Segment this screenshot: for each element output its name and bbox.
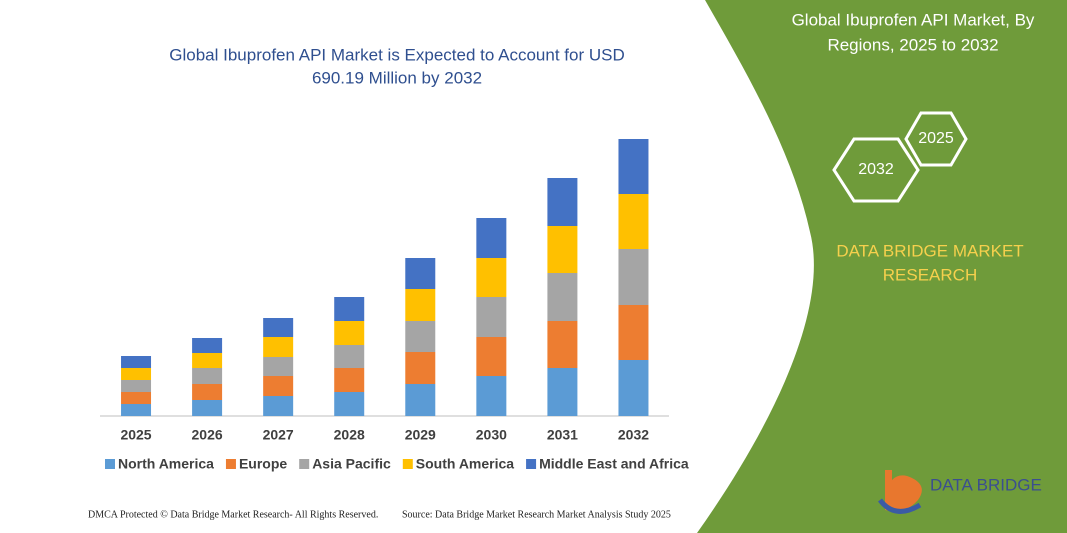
legend-swatch bbox=[105, 459, 115, 469]
legend-swatch bbox=[225, 459, 236, 469]
bar-segment bbox=[618, 305, 649, 360]
legend-swatch bbox=[299, 459, 310, 469]
hexagon bbox=[832, 137, 920, 203]
bar-segment bbox=[192, 338, 223, 353]
x-tick-label: 2027 bbox=[263, 427, 294, 443]
panel-title: Regions, 2025 to 2032 bbox=[827, 35, 998, 54]
bar-segment bbox=[476, 297, 507, 337]
bar-segment bbox=[263, 396, 294, 416]
bar-segment bbox=[192, 384, 223, 400]
bar-segment bbox=[476, 337, 507, 376]
bar-segment bbox=[121, 356, 152, 368]
bar-segment bbox=[618, 360, 649, 416]
hexagon bbox=[904, 111, 968, 167]
bar-segment bbox=[263, 318, 294, 337]
chart-title: 690.19 Million by 2032 bbox=[312, 68, 482, 87]
bar-segment bbox=[334, 321, 365, 345]
bar-segment bbox=[121, 368, 152, 380]
x-tick-label: 2026 bbox=[192, 427, 223, 443]
bar-segment bbox=[192, 400, 223, 416]
bar-segment bbox=[334, 368, 365, 392]
bar-segment bbox=[405, 258, 436, 289]
legend-label: Europe bbox=[239, 456, 287, 472]
green-panel bbox=[697, 0, 1067, 533]
bar-segment bbox=[547, 178, 578, 226]
bar-segment bbox=[263, 376, 294, 396]
bar-segment bbox=[405, 289, 436, 321]
x-tick-label: 2025 bbox=[120, 427, 151, 443]
bar-segment bbox=[263, 337, 294, 357]
bar-segment bbox=[547, 273, 578, 321]
brand-text: DATA BRIDGE MARKET bbox=[836, 241, 1023, 260]
logo-text: DATA BRIDGE bbox=[930, 475, 1042, 494]
bar-segment bbox=[405, 352, 436, 384]
legend-swatch bbox=[526, 459, 537, 469]
x-tick-label: 2028 bbox=[334, 427, 365, 443]
bar-segment bbox=[121, 380, 152, 392]
brand-text: RESEARCH bbox=[883, 265, 977, 284]
bar-segment bbox=[121, 392, 152, 404]
footer-right: Source: Data Bridge Market Research Mark… bbox=[402, 509, 671, 520]
logo-swoosh bbox=[878, 498, 922, 514]
chart-title: Global Ibuprofen API Market is Expected … bbox=[169, 45, 624, 64]
bar-segment bbox=[334, 297, 365, 321]
legend-label: North America bbox=[118, 456, 214, 472]
bar-segment bbox=[334, 392, 365, 416]
legend-label: Asia Pacific bbox=[312, 456, 391, 472]
legend-swatch bbox=[402, 459, 413, 469]
hex-label: 2025 bbox=[918, 130, 954, 147]
bar-segment bbox=[618, 139, 649, 194]
bar-segment bbox=[334, 345, 365, 368]
bar-segment bbox=[618, 194, 649, 249]
bar-segment bbox=[405, 384, 436, 416]
bar-segment bbox=[547, 368, 578, 416]
bar-segment bbox=[618, 249, 649, 305]
bar-segment bbox=[263, 357, 294, 376]
panel-title: Global Ibuprofen API Market, By bbox=[792, 10, 1035, 29]
x-tick-label: 2029 bbox=[405, 427, 436, 443]
bar-segment bbox=[476, 376, 507, 416]
hex-label: 2032 bbox=[858, 161, 894, 178]
x-tick-label: 2032 bbox=[618, 427, 649, 443]
x-tick-label: 2031 bbox=[547, 427, 578, 443]
bar-segment bbox=[405, 321, 436, 352]
footer-left: DMCA Protected © Data Bridge Market Rese… bbox=[88, 509, 378, 520]
x-tick-label: 2030 bbox=[476, 427, 507, 443]
bar-segment bbox=[547, 226, 578, 273]
logo-mark bbox=[885, 470, 922, 512]
legend-label: South America bbox=[416, 456, 514, 472]
bar-segment bbox=[121, 404, 152, 416]
bar-segment bbox=[476, 218, 507, 258]
bar-segment bbox=[192, 353, 223, 368]
bar-segment bbox=[547, 321, 578, 368]
bar-segment bbox=[476, 258, 507, 297]
bar-segment bbox=[192, 368, 223, 384]
legend-label: Middle East and Africa bbox=[539, 456, 689, 472]
